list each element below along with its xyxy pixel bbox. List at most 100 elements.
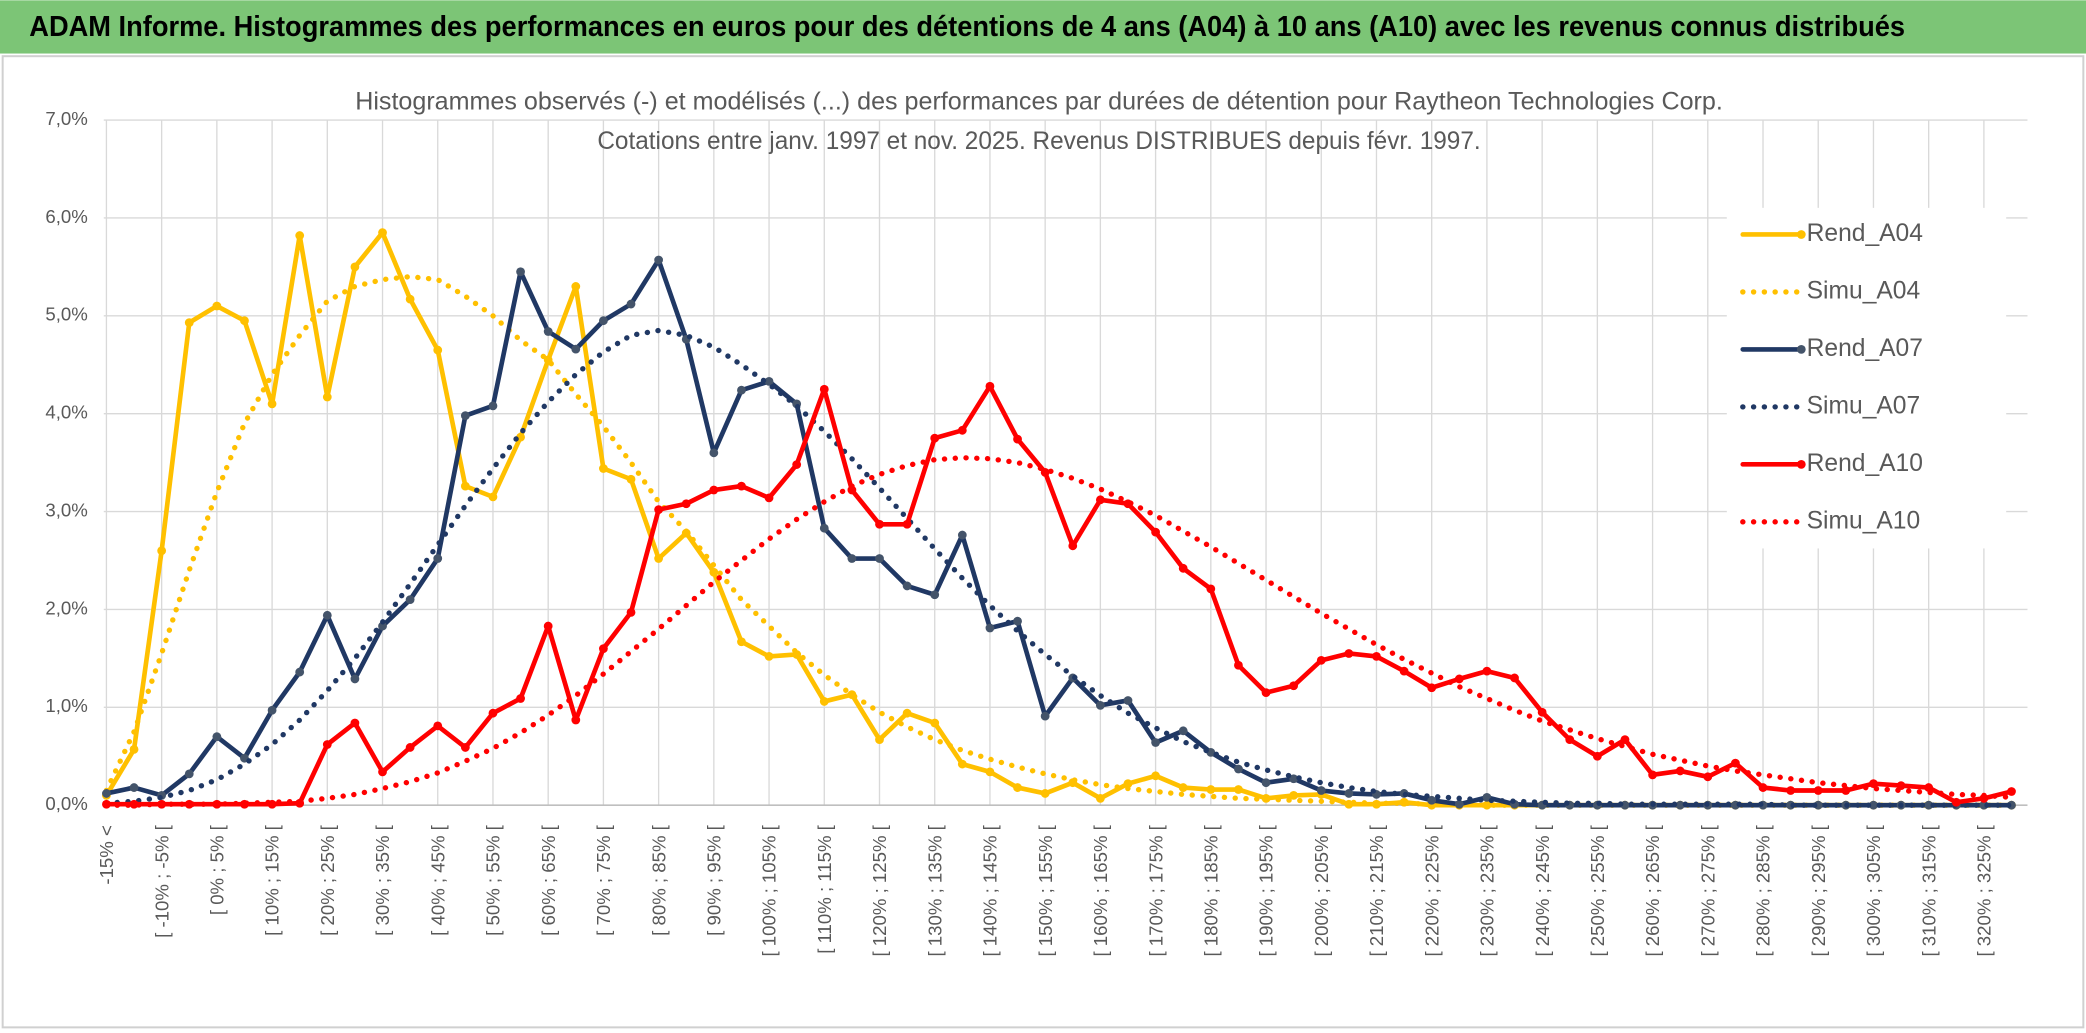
point	[184, 318, 194, 328]
point	[902, 519, 912, 529]
point	[1151, 771, 1160, 781]
x-tick-label: [ 10% ; 15% [	[262, 824, 283, 936]
point	[2007, 787, 2016, 796]
point	[599, 644, 608, 653]
point	[1399, 666, 1409, 676]
point	[322, 740, 332, 749]
x-tick-label: -15% <	[96, 825, 117, 884]
point	[1592, 751, 1602, 761]
point	[1924, 800, 1934, 810]
point	[1151, 738, 1160, 747]
point	[212, 732, 222, 742]
y-tick-label: 4,0%	[45, 402, 87, 423]
point	[737, 385, 746, 395]
point	[322, 610, 332, 620]
point	[1344, 789, 1354, 798]
legend-marker	[1796, 459, 1806, 469]
y-tick-label: 1,0%	[45, 695, 87, 716]
point	[1151, 527, 1160, 537]
point	[930, 718, 940, 728]
point	[1869, 779, 1878, 789]
x-tick-label: [ 290% ; 295% [	[1808, 824, 1829, 956]
point	[1040, 789, 1050, 798]
point	[985, 381, 995, 391]
point	[295, 231, 305, 240]
point	[1289, 681, 1299, 691]
point	[902, 708, 912, 718]
point	[1675, 800, 1685, 810]
point	[1344, 649, 1354, 658]
legend-box	[1726, 207, 2007, 549]
x-tick-label: [ -10% ; -5% [	[151, 824, 172, 938]
point	[875, 554, 884, 563]
point	[1565, 735, 1575, 745]
legend-marker	[1796, 230, 1806, 239]
x-tick-label: [ 190% ; 195% [	[1256, 824, 1277, 956]
legend-label: Rend_A04	[1807, 220, 1923, 247]
model-line	[103, 455, 2015, 808]
point	[405, 743, 415, 752]
point	[1648, 770, 1657, 780]
point	[1786, 786, 1796, 795]
point	[819, 384, 829, 394]
x-tick-label: [ 180% ; 185% [	[1200, 824, 1221, 956]
legend-label: Simu_A04	[1807, 277, 1921, 304]
y-tick-label: 5,0%	[45, 304, 87, 325]
point	[764, 493, 774, 503]
header-title: ADAM Informe. Histogrammes des performan…	[29, 11, 1905, 43]
point	[1454, 674, 1464, 684]
x-tick-label: [ 220% ; 225% [	[1421, 824, 1442, 956]
model-line	[103, 327, 2015, 808]
point	[295, 667, 305, 677]
x-tick-label: [ 0% ; 5% [	[207, 824, 228, 915]
legend-label: Simu_A10	[1807, 507, 1921, 534]
point	[654, 255, 664, 265]
point	[709, 567, 719, 577]
point	[847, 554, 857, 563]
x-tick-label: [ 200% ; 205% [	[1311, 824, 1332, 956]
point	[1289, 774, 1299, 784]
point	[350, 262, 360, 272]
point	[709, 485, 719, 495]
point	[350, 674, 360, 684]
point	[599, 316, 608, 326]
point	[599, 464, 608, 473]
point	[378, 767, 387, 777]
point	[267, 399, 277, 409]
x-tick-label: [ 160% ; 165% [	[1090, 824, 1111, 956]
point	[764, 652, 774, 661]
point	[1289, 791, 1299, 800]
x-tick-label: [ 240% ; 245% [	[1532, 824, 1553, 956]
point	[1482, 800, 1492, 810]
point	[957, 759, 967, 769]
x-tick-label: [ 40% ; 45% [	[427, 824, 448, 936]
point	[764, 376, 774, 386]
legend: Rend_A04 Simu_A04 Rend_A07 Simu_A07 Rend_A10…	[1740, 220, 1923, 534]
point	[129, 799, 139, 809]
point	[1123, 779, 1133, 789]
point	[240, 316, 249, 326]
point	[957, 530, 967, 540]
x-tick-label: [ 20% ; 25% [	[317, 824, 338, 936]
point	[1095, 700, 1105, 710]
plot: 0,0% 1,0% 2,0% 3,0% 4,0% 5,0% 6,0% 7,0% -15% < [ …	[45, 108, 2028, 957]
point	[1013, 783, 1022, 792]
point	[1068, 541, 1078, 551]
y-tick-label: 2,0%	[45, 597, 87, 618]
point	[681, 499, 691, 509]
x-tick-label: [ 210% ; 215% [	[1366, 824, 1387, 956]
legend-marker	[1796, 345, 1806, 354]
point	[1040, 468, 1050, 477]
x-tick-label: [ 100% ; 105% [	[759, 824, 780, 956]
point	[1261, 778, 1271, 788]
point	[1537, 707, 1547, 717]
point	[571, 282, 581, 291]
point	[129, 783, 139, 792]
point	[1095, 793, 1105, 803]
point	[1013, 434, 1022, 444]
point	[1427, 683, 1437, 693]
y-tick-label: 6,0%	[45, 206, 87, 227]
point	[930, 590, 940, 600]
point	[433, 721, 443, 731]
x-tick-label: [ 80% ; 85% [	[648, 824, 669, 936]
